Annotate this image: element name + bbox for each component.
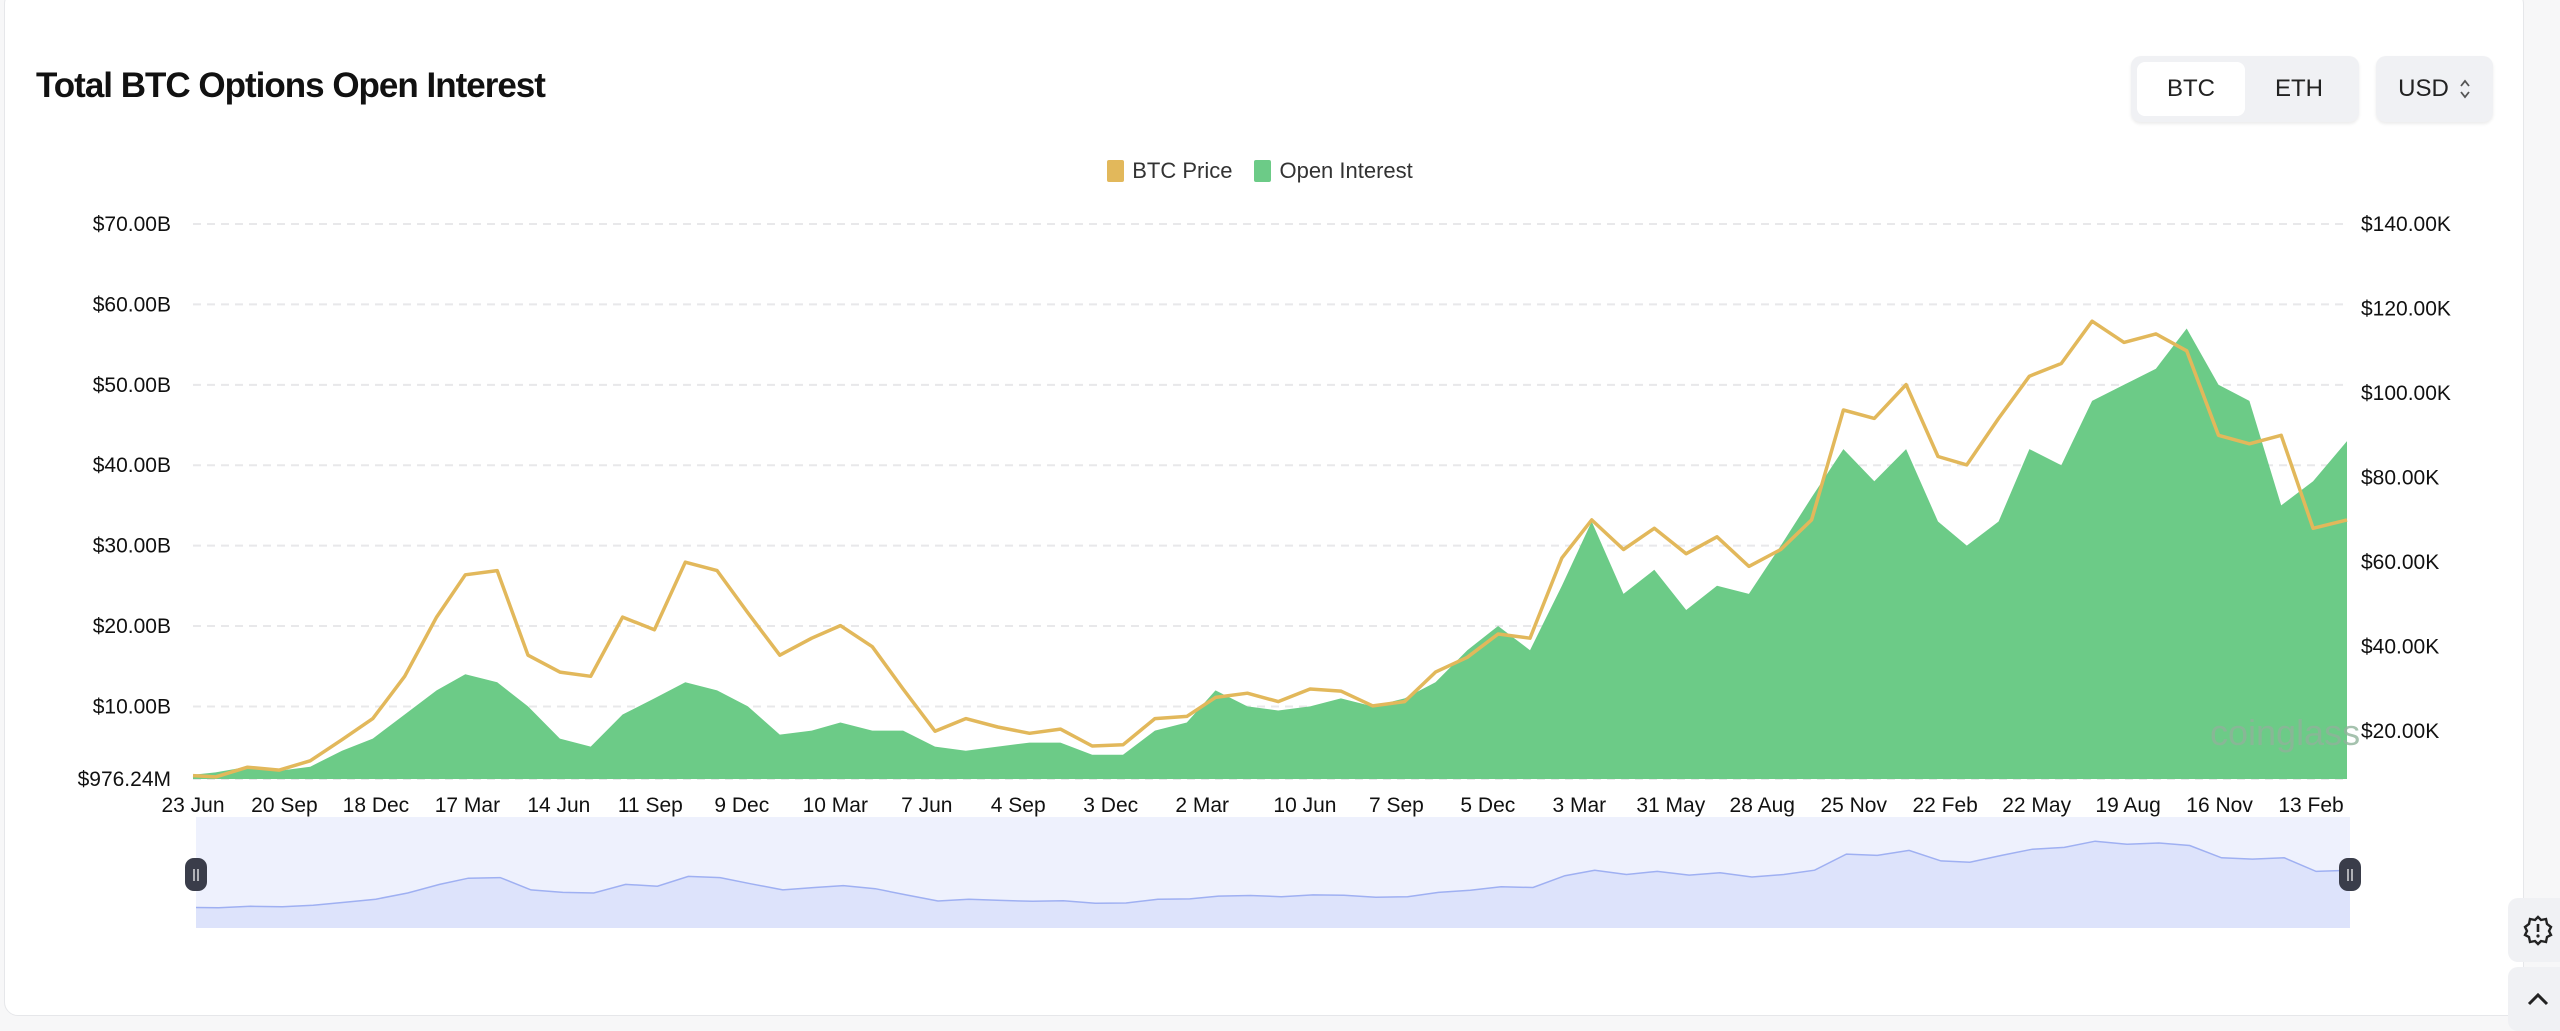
left-axis-tick-label: $10.00B — [93, 695, 171, 718]
x-axis-tick-label: 22 May — [2002, 794, 2071, 817]
navigator-handle-left[interactable] — [185, 858, 207, 891]
chevron-updown-icon — [2460, 79, 2470, 99]
navigator-line — [195, 840, 2351, 909]
x-axis-tick-label: 17 Mar — [435, 794, 500, 817]
navigator-area — [196, 841, 2350, 928]
x-axis-tick-label: 13 Feb — [2278, 794, 2343, 817]
x-axis-tick-label: 16 Nov — [2186, 794, 2253, 817]
x-axis-tick-label: 3 Mar — [1552, 794, 1606, 817]
right-axis-tick-label: $20.00K — [2361, 720, 2439, 743]
left-axis-tick-label: $30.00B — [93, 535, 171, 558]
x-axis-tick-label: 19 Aug — [2095, 794, 2160, 817]
right-axis-tick-label: $40.00K — [2361, 636, 2439, 659]
left-axis-tick-label: $40.00B — [93, 454, 171, 477]
x-axis-tick-label: 7 Sep — [1369, 794, 1424, 817]
x-axis-tick-label: 2 Mar — [1175, 794, 1229, 817]
x-axis-tick-label: 20 Sep — [251, 794, 318, 817]
legend-item-btc-price[interactable]: BTC Price — [1107, 158, 1232, 184]
asset-toggle: BTC ETH — [2131, 56, 2359, 122]
x-axis-tick-label: 7 Jun — [901, 794, 952, 817]
x-axis-tick-label: 25 Nov — [1820, 794, 1887, 817]
currency-value: USD — [2398, 75, 2449, 102]
left-axis-tick-label: $20.00B — [93, 615, 171, 638]
x-axis-tick-label: 11 Sep — [618, 794, 683, 817]
right-axis-tick-label: $140.00K — [2361, 213, 2451, 236]
right-axis-tick-label: $120.00K — [2361, 298, 2451, 321]
x-axis-tick-label: 3 Dec — [1083, 794, 1138, 817]
right-axis-tick-label: $80.00K — [2361, 467, 2439, 490]
btc-price-line — [192, 319, 2348, 779]
legend-item-open-interest[interactable]: Open Interest — [1254, 158, 1413, 184]
x-axis-tick-label: 14 Jun — [527, 794, 590, 817]
left-axis-tick-label: $70.00B — [93, 213, 171, 236]
watermark-logo: coinglass — [2210, 712, 2360, 753]
x-axis-tick-label: 28 Aug — [1730, 794, 1795, 817]
left-axis-tick-label: $976.24M — [78, 768, 171, 791]
open-interest-area — [193, 328, 2347, 779]
legend-swatch — [1254, 160, 1272, 182]
x-axis-tick-label: 9 Dec — [714, 794, 769, 817]
x-axis-tick-label: 5 Dec — [1460, 794, 1515, 817]
legend-swatch — [1107, 160, 1125, 182]
x-axis-tick-label: 10 Mar — [803, 794, 868, 817]
navigator-handle-right[interactable] — [2339, 858, 2361, 891]
settings-button[interactable] — [2508, 898, 2560, 962]
currency-select[interactable]: USD — [2376, 56, 2493, 122]
settings-icon — [2523, 915, 2553, 946]
right-axis-tick-label: $60.00K — [2361, 551, 2439, 574]
left-axis-tick-label: $50.00B — [93, 374, 171, 397]
chevron-up-icon — [2527, 992, 2549, 1006]
x-axis-tick-label: 22 Feb — [1912, 794, 1977, 817]
x-axis-tick-label: 10 Jun — [1273, 794, 1336, 817]
x-axis-tick-label: 23 Jun — [161, 794, 224, 817]
asset-option-eth[interactable]: ETH — [2275, 75, 2323, 102]
chart-legend: BTC Price Open Interest — [0, 158, 2520, 184]
left-axis-tick-label: $60.00B — [93, 293, 171, 316]
page-title: Total BTC Options Open Interest — [36, 66, 546, 105]
legend-label: BTC Price — [1132, 158, 1233, 183]
right-axis-tick-label: $100.00K — [2361, 382, 2451, 405]
legend-label: Open Interest — [1279, 158, 1413, 183]
x-axis-tick-label: 31 May — [1636, 794, 1705, 817]
asset-option-btc[interactable]: BTC — [2137, 62, 2245, 116]
x-axis-tick-label: 18 Dec — [343, 794, 410, 817]
x-axis-tick-label: 4 Sep — [991, 794, 1046, 817]
scroll-top-button[interactable] — [2508, 967, 2560, 1031]
